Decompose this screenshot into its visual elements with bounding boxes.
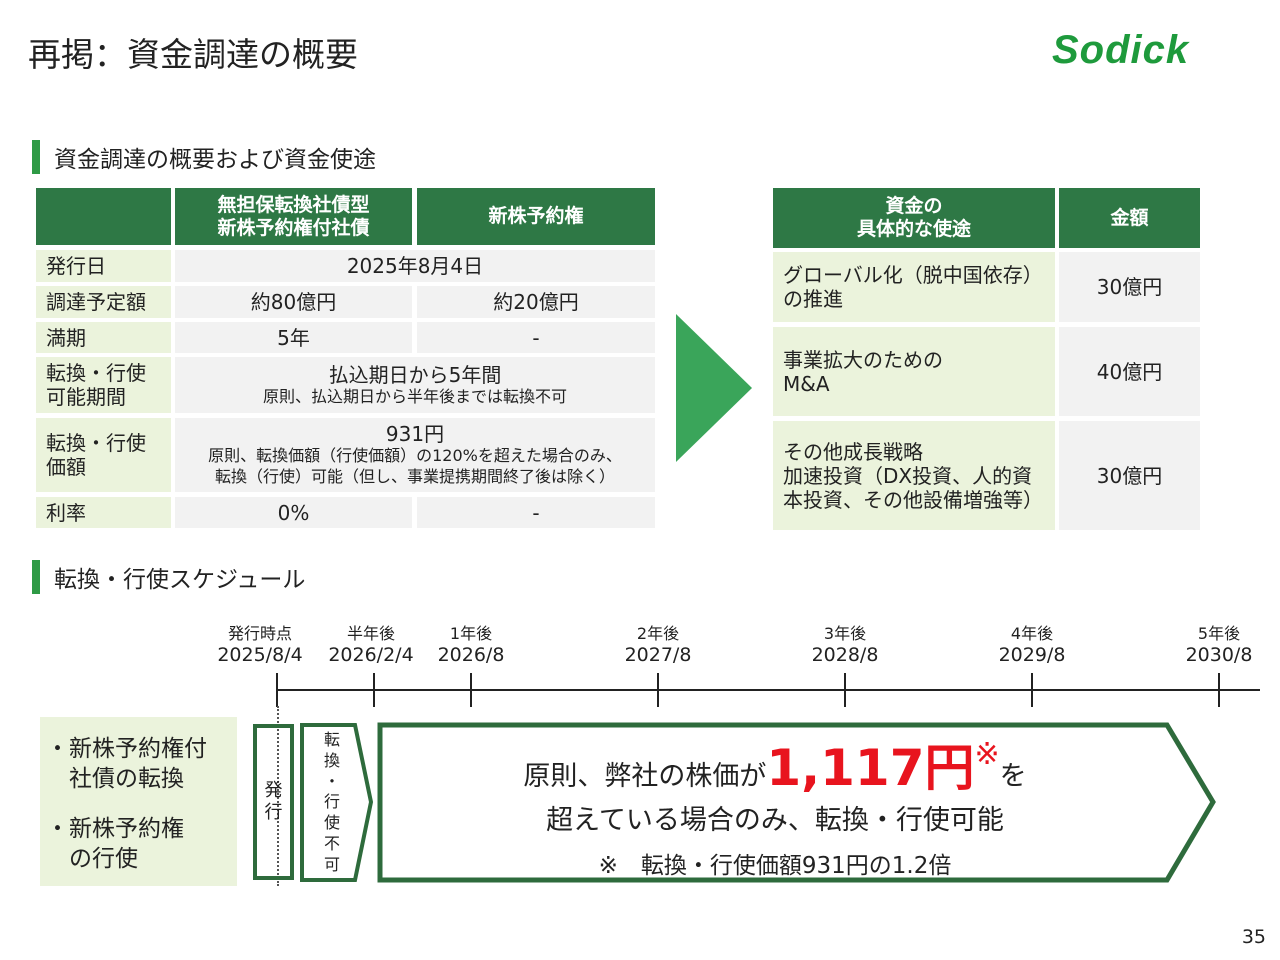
timeline-tick <box>1218 673 1220 707</box>
use-of-funds: 事業拡大のための M&A <box>773 327 1055 416</box>
table-header: 新株予約権 <box>417 188 655 245</box>
row-label: 転換・行使 価額 <box>36 418 171 492</box>
item-convert: ・新株予約権付 社債の転換 <box>46 736 207 792</box>
no-convert-text: 転 換 ・ 行 使 不 可 <box>323 730 340 874</box>
page-number: 35 <box>1241 926 1266 948</box>
section-title: 資金調達の概要および資金使途 <box>54 147 376 173</box>
fund-amount: 40億円 <box>1059 327 1200 416</box>
price-note: ※ 転換・行使価額931円の1.2倍 <box>598 852 952 879</box>
timeline-label: 2年後 2027/8 <box>625 624 692 668</box>
use-of-funds: グローバル化（脱中国依存） の推進 <box>773 252 1055 322</box>
cell-value: 2025年8月4日 <box>346 254 484 278</box>
milestone-label: 半年後 <box>346 624 395 643</box>
fund-amount: 30億円 <box>1059 252 1200 322</box>
condition-text: を <box>999 761 1027 792</box>
cell-value: 約20億円 <box>417 286 655 318</box>
sodick-logo: Sodick <box>1052 28 1190 72</box>
convertible-condition: 原則、弊社の株価が1,117円※を 超えている場合のみ、転換・行使可能 ※ 転換… <box>380 735 1170 882</box>
arrow-right-icon <box>676 314 752 462</box>
timeline-tick <box>1031 673 1033 707</box>
section-heading-funding: 資金調達の概要および資金使途 <box>32 140 376 174</box>
table-header <box>36 188 171 245</box>
use-of-funds: その他成長戦略 加速投資（DX投資、人的資 本投資、その他設備増強等） <box>773 421 1055 530</box>
condition-text: 原則、弊社の株価が <box>523 761 767 792</box>
merged-value: 2025年8月4日 <box>175 250 655 282</box>
issue-guide-line <box>277 706 279 886</box>
table-header: 金額 <box>1059 188 1200 248</box>
row-label: 調達予定額 <box>36 286 171 318</box>
merged-value: 931円 原則、転換価額（行使価額）の120%を超えた場合のみ、 転換（行使）可能… <box>175 418 655 492</box>
fund-amount: 30億円 <box>1059 421 1200 530</box>
milestone-date: 2030/8 <box>1185 644 1253 666</box>
cell-value: 5年 <box>175 322 412 353</box>
table-header: 無担保転換社債型 新株予約権付社債 <box>175 188 412 245</box>
milestone-date: 2027/8 <box>624 644 692 666</box>
row-label: 満期 <box>36 322 171 353</box>
milestone-label: 1年後 <box>449 624 493 643</box>
cell-note: 原則、払込期日から半年後までは転換不可 <box>262 386 567 406</box>
cell-value: 払込期日から5年間 <box>328 362 502 387</box>
section-heading-schedule: 転換・行使スケジュール <box>32 560 305 594</box>
timeline-label: 5年後 2030/8 <box>1186 624 1253 668</box>
cell-value: 931円 <box>385 422 445 447</box>
cell-value: - <box>417 322 655 353</box>
section-title: 転換・行使スケジュール <box>54 567 306 593</box>
timeline-axis <box>277 689 1260 691</box>
milestone-date: 2026/8 <box>437 644 505 666</box>
timeline-label: 3年後 2028/8 <box>812 624 879 668</box>
milestone-label: 3年後 <box>823 624 867 643</box>
milestone-label: 5年後 <box>1197 624 1241 643</box>
milestone-date: 2026/2/4 <box>328 644 414 666</box>
cell-note: 原則、転換価額（行使価額）の120%を超えた場合のみ、 転換（行使）可能（但し、… <box>208 446 622 486</box>
row-label: 転換・行使 可能期間 <box>36 357 171 413</box>
milestone-label: 2年後 <box>636 624 680 643</box>
timeline-label: 半年後 2026/2/4 <box>328 624 413 668</box>
page-title: 再掲：資金調達の概要 <box>28 35 358 74</box>
milestone-label: 4年後 <box>1010 624 1054 643</box>
row-label: 利率 <box>36 497 171 528</box>
schedule-labels: ・新株予約権付 社債の転換 ・新株予約権 の行使 <box>40 717 237 886</box>
timeline-tick <box>470 673 472 707</box>
timeline-label: 1年後 2026/8 <box>438 624 505 668</box>
timeline-label: 発行時点 2025/8/4 <box>217 624 302 668</box>
milestone-label: 発行時点 <box>227 624 292 643</box>
condition-text-line2: 超えている場合のみ、転換・行使可能 <box>546 804 1004 836</box>
convertible-period-arrow <box>377 722 1216 883</box>
cell-value: 約80億円 <box>175 286 412 318</box>
cell-value: 0% <box>175 497 412 528</box>
row-label: 発行日 <box>36 250 171 282</box>
note-mark: ※ <box>974 737 1000 772</box>
item-exercise: ・新株予約権 の行使 <box>46 815 184 872</box>
no-convert-arrow <box>300 723 374 882</box>
merged-value: 払込期日から5年間 原則、払込期日から半年後までは転換不可 <box>175 357 655 413</box>
timeline-tick <box>276 673 278 707</box>
timeline-tick <box>844 673 846 707</box>
milestone-date: 2029/8 <box>998 644 1066 666</box>
cell-value: - <box>417 497 655 528</box>
trigger-price: 1,117円 <box>766 739 975 797</box>
milestone-date: 2028/8 <box>811 644 879 666</box>
timeline-label: 4年後 2029/8 <box>999 624 1066 668</box>
timeline-tick <box>657 673 659 707</box>
issue-box: 発 行 <box>253 724 294 880</box>
milestone-date: 2025/8/4 <box>217 644 303 666</box>
table-header: 資金の 具体的な使途 <box>773 188 1055 248</box>
timeline-tick <box>373 673 375 707</box>
